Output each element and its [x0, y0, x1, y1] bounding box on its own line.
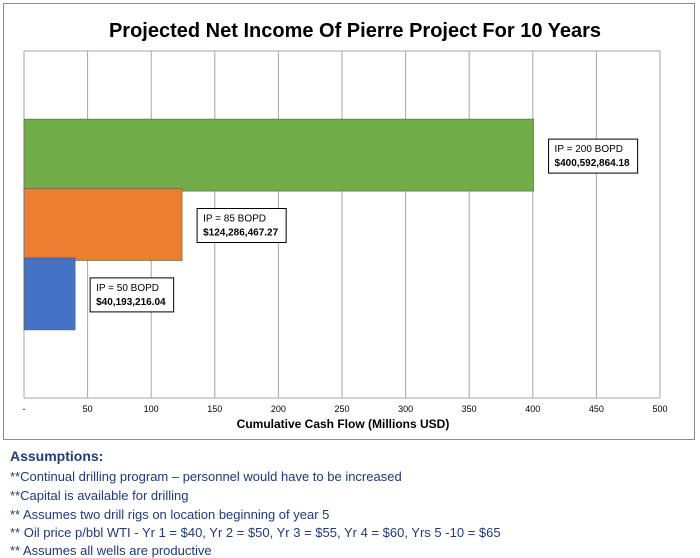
x-tick-label: 500 [652, 404, 667, 414]
x-tick-label: - [23, 404, 26, 414]
data-label: IP = 50 BOPD $40,193,216.04 [89, 277, 175, 313]
x-tick-label: 450 [589, 404, 604, 414]
data-label-line2: $40,193,216.04 [96, 297, 166, 308]
x-tick-label: 50 [83, 404, 93, 414]
data-labels: IP = 200 BOPD $400,592,864.18 IP = 85 BOPD… [89, 138, 639, 313]
x-tick-label: 350 [462, 404, 477, 414]
bars [23, 118, 534, 331]
x-tick-label: 300 [398, 404, 413, 414]
data-label-line1: IP = 85 BOPD [203, 214, 266, 225]
data-label-line1: IP = 50 BOPD [96, 283, 159, 294]
assumptions-title: Assumptions: [10, 448, 104, 464]
assumption-item: **Capital is available for drilling [10, 488, 189, 503]
x-axis-label: Cumulative Cash Flow (Millions USD) [237, 417, 450, 431]
x-tick-label: 400 [525, 404, 540, 414]
assumption-item: ** Assumes two drill rigs on location be… [10, 507, 330, 522]
x-tick-label: 100 [144, 404, 159, 414]
bar-chart: Projected Net Income Of Pierre Project F… [23, 20, 668, 431]
bar [23, 257, 76, 331]
data-label-line2: $400,592,864.18 [555, 158, 631, 169]
bar [23, 118, 534, 192]
x-tick-labels: - 50 100 150 200 250 300 350 400 450 500 [23, 404, 668, 414]
data-label-line2: $124,286,467.27 [203, 228, 279, 239]
chart-frame: Projected Net Income Of Pierre Project F… [3, 3, 695, 440]
data-label-line1: IP = 200 BOPD [555, 144, 623, 155]
data-label: IP = 85 BOPD $124,286,467.27 [196, 208, 287, 243]
assumption-item: ** Oil price p/bbl WTI - Yr 1 = $40, Yr … [10, 525, 501, 540]
chart-title: Projected Net Income Of Pierre Project F… [109, 20, 601, 42]
data-label-box [196, 208, 287, 243]
assumption-item: ** Assumes all wells are productive [10, 543, 212, 558]
x-tick-label: 250 [334, 404, 349, 414]
bar [23, 188, 183, 261]
x-tick-label: 150 [207, 404, 222, 414]
data-label-box [89, 277, 175, 313]
assumption-item: **Continual drilling program – personnel… [10, 469, 402, 484]
x-tick-label: 200 [271, 404, 286, 414]
data-label: IP = 200 BOPD $400,592,864.18 [548, 138, 639, 174]
data-label-box [548, 138, 639, 174]
